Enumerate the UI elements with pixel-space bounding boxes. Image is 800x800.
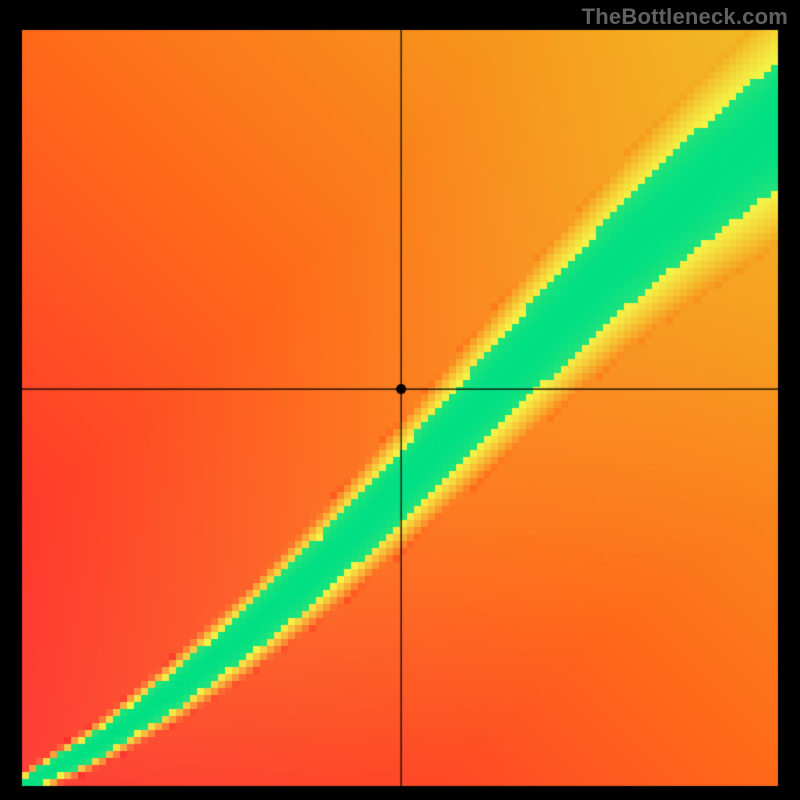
watermark-text: TheBottleneck.com xyxy=(582,4,788,30)
bottleneck-heatmap xyxy=(0,0,800,800)
chart-container: TheBottleneck.com xyxy=(0,0,800,800)
